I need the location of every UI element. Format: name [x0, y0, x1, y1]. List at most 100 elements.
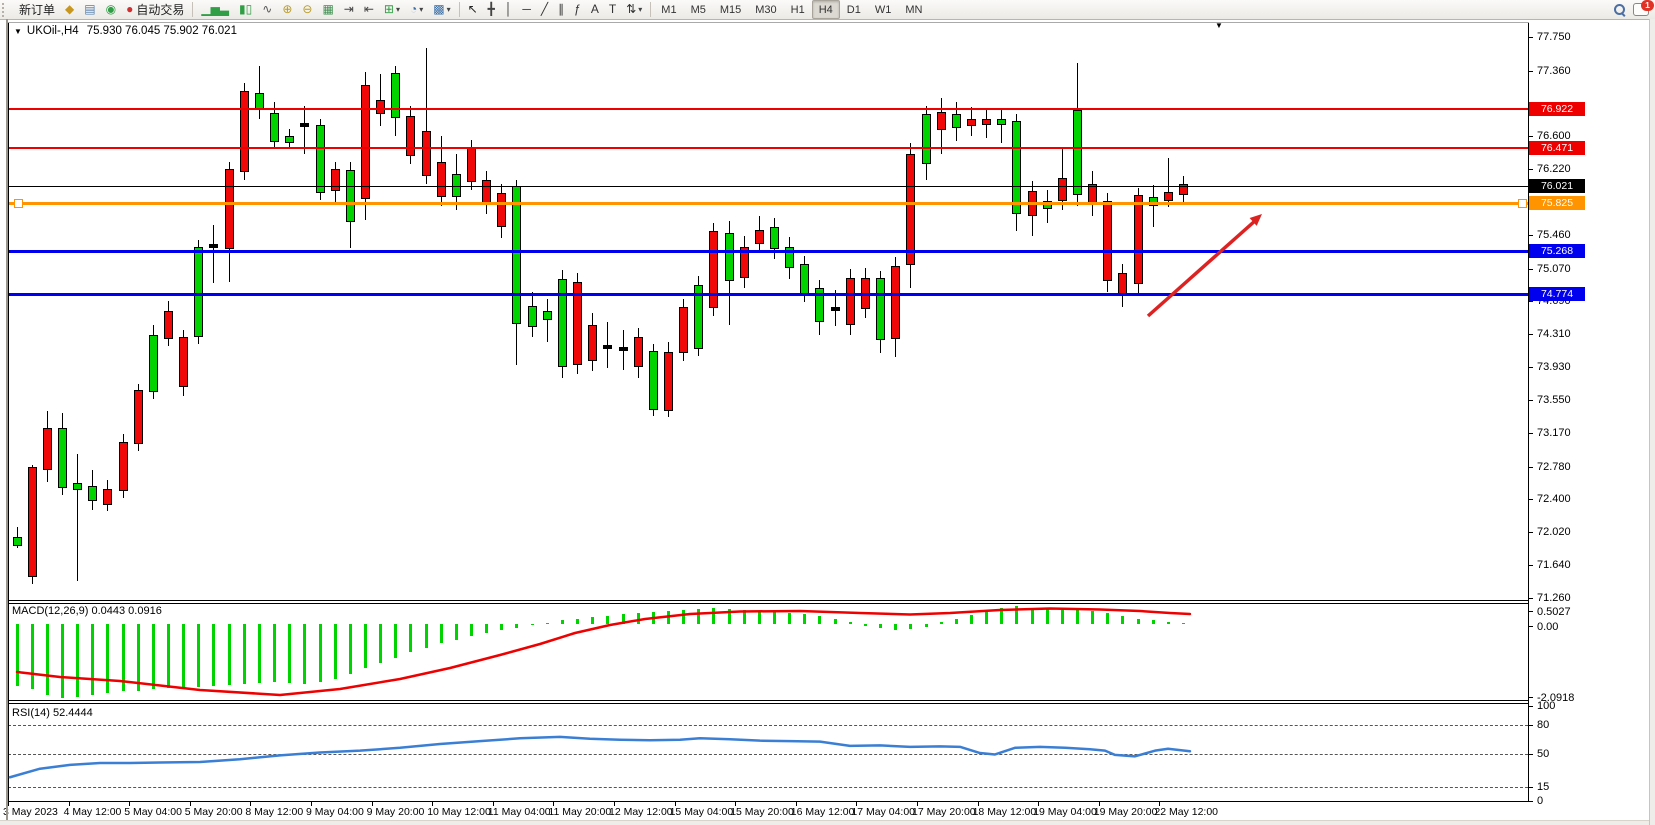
- candle-body: [118, 442, 128, 491]
- timeframe-m15[interactable]: M15: [719, 3, 742, 16]
- price-axis-tick: [1528, 466, 1533, 468]
- new-order-label: 新订单: [19, 3, 56, 17]
- date-axis-label: 17 May 04:00: [851, 806, 916, 818]
- macd-histogram-bar: [1030, 607, 1034, 624]
- fibonacci-button[interactable]: ƒ: [569, 0, 586, 19]
- candle-body: [194, 246, 204, 338]
- cursor-button[interactable]: ↖: [463, 0, 483, 19]
- line-chart-button[interactable]: ∿: [257, 0, 277, 19]
- orange-level-line-handle[interactable]: [14, 199, 23, 209]
- macd-signal-line: [15, 607, 1192, 697]
- candle-body: [542, 310, 552, 320]
- channel-button[interactable]: ∥: [553, 0, 569, 19]
- price-axis-tick: [1528, 532, 1533, 534]
- date-axis-tick: [1159, 802, 1161, 806]
- timeframe-d1[interactable]: D1: [846, 3, 861, 16]
- date-axis-label: 10 May 12:00: [427, 806, 491, 818]
- indicators-button[interactable]: ⊞ ▾: [379, 0, 405, 19]
- date-axis-tick: [8, 802, 9, 806]
- candle-body: [815, 288, 825, 322]
- search-icon[interactable]: [1614, 4, 1626, 17]
- candle-body: [1073, 110, 1082, 195]
- date-axis-label: 5 May 20:00: [184, 806, 243, 818]
- candle-body: [573, 281, 583, 365]
- candle-body: [57, 428, 67, 488]
- dropdown-caret-icon[interactable]: ▾: [419, 5, 424, 14]
- data-window-button[interactable]: ▤: [79, 0, 100, 19]
- candle-body: [1163, 191, 1173, 201]
- candle: [679, 298, 689, 362]
- support-line-1[interactable]: [8, 249, 1528, 253]
- crosshair-icon: ╋: [487, 2, 495, 16]
- dropdown-caret-icon[interactable]: ▾: [638, 5, 643, 14]
- candle: [663, 342, 673, 418]
- dropdown-caret-icon[interactable]: ▾: [446, 5, 451, 14]
- market-watch-button[interactable]: ◆: [60, 0, 79, 19]
- price-axis-tick: [1528, 565, 1533, 567]
- trendline-button[interactable]: ╱: [536, 0, 553, 19]
- notifications-icon[interactable]: 1: [1633, 0, 1654, 16]
- price-axis-tick: [1528, 432, 1533, 434]
- templates-icon: ▩: [433, 2, 445, 16]
- timeframe-m5[interactable]: M5: [690, 3, 706, 16]
- date-axis-tick: [371, 802, 373, 806]
- date-axis-label: 19 May 04:00: [1033, 806, 1097, 818]
- tile-windows-button[interactable]: ▦: [317, 0, 338, 19]
- resistance-line-1[interactable]: [8, 107, 1528, 110]
- autotrading-button[interactable]: ● 自动交易: [121, 0, 189, 19]
- timeframe-m1[interactable]: M1: [661, 3, 677, 16]
- candle: [118, 433, 128, 498]
- text-button[interactable]: A: [586, 0, 604, 19]
- chart-shift-marker[interactable]: ▼: [1215, 21, 1223, 30]
- toolbar-grip[interactable]: [2, 2, 9, 17]
- candle: [1027, 181, 1037, 236]
- horizontal-line-button[interactable]: ─: [517, 0, 536, 19]
- plot-top-border: [8, 22, 1529, 23]
- resistance-line-2[interactable]: [8, 146, 1528, 149]
- orange-level-line[interactable]: [8, 201, 1528, 205]
- bar-chart-button[interactable]: ▁▅▃: [196, 0, 234, 19]
- chart-shift-button[interactable]: ⇤: [359, 0, 379, 19]
- candle-body: [179, 336, 189, 388]
- timeframe-h1[interactable]: H1: [790, 3, 805, 16]
- macd-histogram-bar: [394, 624, 398, 658]
- chart-dropdown-icon[interactable]: ▼: [14, 26, 22, 36]
- macd-histogram-bar: [954, 618, 958, 624]
- candle: [906, 143, 916, 288]
- auto-scroll-button[interactable]: ⇥: [339, 0, 359, 19]
- macd-histogram-bar: [818, 616, 822, 624]
- timeframe-m30[interactable]: M30: [755, 3, 777, 16]
- date-axis-label: 19 May 20:00: [1093, 806, 1158, 818]
- macd-histogram-bar: [60, 624, 64, 698]
- new-order-button[interactable]: 新订单: [11, 0, 60, 19]
- arrows-tool-button[interactable]: ⇅ ▾: [621, 0, 647, 19]
- candle-body: [618, 347, 628, 352]
- price-axis-label: 75.460: [1537, 228, 1571, 241]
- vertical-line-button[interactable]: │: [500, 0, 518, 19]
- candle: [88, 469, 98, 510]
- support-line-2[interactable]: [8, 292, 1528, 296]
- candle-body: [451, 173, 461, 198]
- crosshair-button[interactable]: ╋: [483, 0, 500, 19]
- right-scroll-strip[interactable]: [1649, 19, 1655, 825]
- candlestick-chart-button[interactable]: ▮▯: [234, 0, 257, 19]
- timeframe-mn[interactable]: MN: [905, 3, 923, 16]
- macd-histogram-bar: [1060, 609, 1064, 624]
- orange-level-line-handle[interactable]: [1518, 199, 1527, 209]
- navigator-button[interactable]: ◉: [101, 0, 121, 19]
- zoom-in-button[interactable]: ⊕: [277, 0, 297, 19]
- macd-histogram-bar: [273, 624, 277, 683]
- trend-arrow[interactable]: [1146, 218, 1258, 318]
- candle: [42, 411, 52, 483]
- candle-body: [830, 307, 840, 312]
- price-axis-tick: [1528, 268, 1533, 270]
- zoom-out-button[interactable]: ⊖: [297, 0, 317, 19]
- periods-button[interactable]: ◔ ▾: [405, 0, 428, 19]
- templates-button[interactable]: ▩ ▾: [428, 0, 455, 19]
- dropdown-caret-icon[interactable]: ▾: [395, 5, 400, 14]
- timeframe-w1[interactable]: W1: [874, 3, 892, 16]
- current-price-line[interactable]: [8, 185, 1528, 187]
- timeframe-h4[interactable]: H4: [811, 0, 840, 19]
- text-label-button[interactable]: T: [604, 0, 621, 19]
- window-left-edge: [6, 19, 8, 820]
